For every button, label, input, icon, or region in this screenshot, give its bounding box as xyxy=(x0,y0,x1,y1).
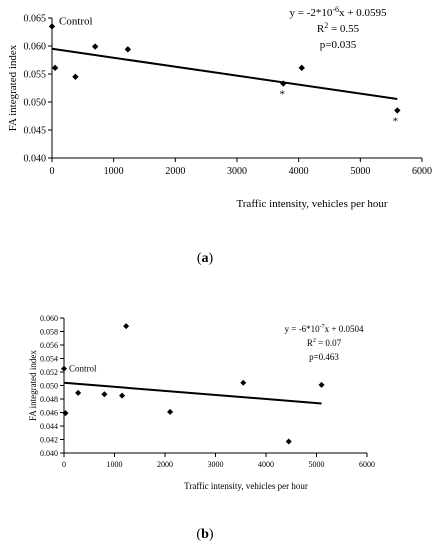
x-tick-label: 0 xyxy=(62,460,66,469)
r-squared: R2 = 0.07 xyxy=(307,338,342,348)
y-tick-label: 0.040 xyxy=(40,449,58,458)
x-tick-label: 4000 xyxy=(258,460,274,469)
data-point xyxy=(280,80,287,87)
y-tick-label: 0.050 xyxy=(40,381,58,390)
data-point xyxy=(62,410,69,417)
panel-label: (a) xyxy=(197,251,214,266)
x-tick-label: 5000 xyxy=(350,166,370,177)
data-point xyxy=(119,392,126,399)
data-point xyxy=(298,64,305,72)
x-tick-label: 3000 xyxy=(227,166,247,177)
data-point xyxy=(167,408,174,415)
y-tick-label: 0.052 xyxy=(40,368,58,377)
significance-asterisk: * xyxy=(280,89,286,101)
y-tick-label: 0.050 xyxy=(24,98,47,109)
control-annotation: Control xyxy=(59,15,93,27)
x-tick-label: 6000 xyxy=(412,166,432,177)
chart-panel-a: 0.040 0.045 0.050 0.055 0.060 0.065 0 1000 2000 3… xyxy=(7,5,432,266)
y-tick-label: 0.046 xyxy=(40,408,58,417)
y-tick-label: 0.058 xyxy=(40,327,58,336)
x-tick-label: 1000 xyxy=(107,460,123,469)
data-point xyxy=(72,73,79,80)
trend-line xyxy=(63,381,322,405)
x-axis-label: Traffic intensity, vehicles per hour xyxy=(184,481,308,491)
x-tick-label: 2000 xyxy=(157,460,173,469)
data-point xyxy=(123,323,130,330)
p-value: p=0.035 xyxy=(320,39,357,51)
r-squared: R2 = 0.55 xyxy=(317,21,360,35)
x-axis-label: Traffic intensity, vehicles per hour xyxy=(236,198,387,210)
regression-equation: y = -2*10-6x + 0.0595 xyxy=(289,5,387,19)
y-tick-label: 0.054 xyxy=(40,354,58,363)
x-tick-label: 4000 xyxy=(289,166,309,177)
y-tick-label: 0.055 xyxy=(24,70,47,81)
y-axis-label: FA integrated index xyxy=(28,350,38,421)
data-point xyxy=(101,391,108,398)
x-tick-label: 2000 xyxy=(165,166,185,177)
data-point xyxy=(51,64,59,72)
y-tick-label: 0.048 xyxy=(40,395,58,404)
y-tick-label: 0.060 xyxy=(40,314,58,323)
data-point xyxy=(394,107,401,114)
y-tick-label: 0.040 xyxy=(24,154,47,165)
y-axis-label: FA integrated index xyxy=(7,44,19,131)
control-annotation: Control xyxy=(69,364,97,374)
x-tick-label: 1000 xyxy=(104,166,124,177)
data-point xyxy=(240,379,247,386)
regression-equation: y = -6*10-7x + 0.0504 xyxy=(285,324,364,334)
trend-line xyxy=(51,47,398,100)
data-point xyxy=(91,43,99,50)
significance-asterisk: * xyxy=(393,115,399,127)
x-tick-label: 0 xyxy=(50,166,55,177)
p-value: p=0.463 xyxy=(309,352,339,362)
x-tick-label: 6000 xyxy=(359,460,375,469)
data-point xyxy=(318,381,325,388)
data-point xyxy=(48,23,56,30)
chart-panel-b: 0.040 0.042 0.044 0.046 0.048 0.050 0.052 0.054… xyxy=(28,314,375,542)
y-tick-label: 0.056 xyxy=(40,341,58,350)
y-tick-label: 0.042 xyxy=(40,435,58,444)
panel-label: (b) xyxy=(196,527,213,542)
data-point xyxy=(61,365,67,372)
y-tick-label: 0.044 xyxy=(40,422,58,431)
y-tick-label: 0.060 xyxy=(24,42,47,53)
y-tick-label: 0.065 xyxy=(24,14,47,25)
data-point xyxy=(75,389,82,396)
x-tick-label: 5000 xyxy=(309,460,325,469)
data-point xyxy=(285,438,292,445)
data-point xyxy=(124,46,132,53)
x-tick-label: 3000 xyxy=(208,460,224,469)
y-tick-label: 0.045 xyxy=(24,126,47,137)
